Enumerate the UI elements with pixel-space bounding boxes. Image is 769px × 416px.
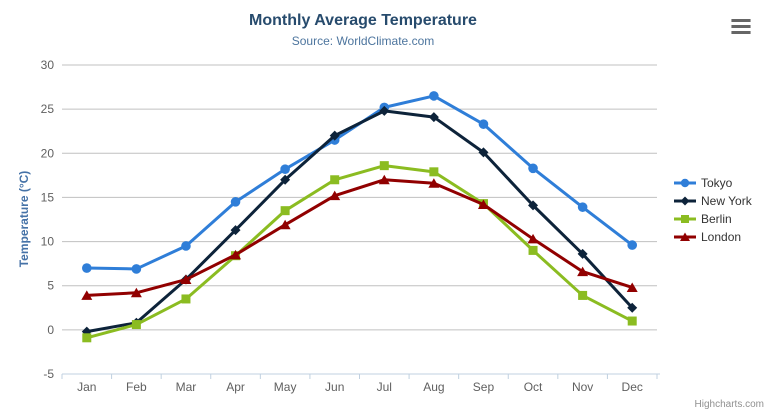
series-tokyo: [81, 91, 638, 274]
legend-label-berlin: Berlin: [701, 211, 732, 226]
data-point-london-feb[interactable]: [130, 287, 142, 298]
x-axis-label-feb: Feb: [126, 380, 147, 394]
legend-item-new-york[interactable]: New York: [674, 193, 752, 208]
y-axis-label: 10: [41, 235, 55, 249]
legend-marker-london: [674, 232, 696, 241]
data-point-new-york-nov[interactable]: [577, 248, 588, 259]
data-point-london-jul[interactable]: [378, 174, 390, 185]
legend-label-london: London: [701, 229, 742, 244]
data-point-berlin-mar[interactable]: [181, 294, 191, 304]
data-point-new-york-aug[interactable]: [428, 112, 439, 123]
data-point-london-dec[interactable]: [626, 282, 638, 292]
x-axis-label-may: May: [274, 380, 297, 394]
series-new-york: [81, 105, 638, 337]
legend-item-london[interactable]: London: [674, 229, 752, 244]
series-london: [81, 174, 638, 300]
data-point-berlin-dec[interactable]: [627, 316, 637, 326]
data-point-new-york-apr[interactable]: [230, 225, 241, 236]
legend-marker-tokyo: [674, 178, 696, 187]
data-point-berlin-nov[interactable]: [578, 290, 588, 300]
x-axis-label-jul: Jul: [377, 380, 392, 394]
series-line-new-york[interactable]: [85, 109, 634, 334]
data-point-london-aug[interactable]: [428, 178, 440, 188]
data-point-tokyo-sep[interactable]: [478, 119, 489, 129]
data-point-tokyo-jan[interactable]: [81, 263, 92, 273]
x-axis-label-sep: Sep: [473, 380, 495, 394]
y-axis-title: Temperature (°C): [17, 170, 31, 268]
data-point-london-mar[interactable]: [180, 274, 192, 285]
data-point-london-apr[interactable]: [230, 249, 242, 260]
x-axis-label-nov: Nov: [572, 380, 593, 394]
y-axis-label: 5: [47, 279, 54, 293]
series-line-london[interactable]: [85, 178, 634, 297]
data-point-tokyo-feb[interactable]: [131, 264, 142, 274]
y-axis-label: 0: [47, 323, 54, 337]
y-axis-label: 25: [41, 102, 55, 116]
y-axis-label: 15: [41, 190, 55, 204]
data-point-new-york-jul[interactable]: [379, 105, 390, 116]
legend-item-berlin[interactable]: Berlin: [674, 211, 752, 226]
data-point-berlin-jan[interactable]: [82, 333, 92, 343]
legend-marker-new-york: [674, 196, 696, 205]
data-point-london-may[interactable]: [279, 219, 291, 230]
y-axis-label: 20: [41, 146, 55, 160]
data-point-tokyo-apr[interactable]: [230, 197, 241, 207]
data-point-berlin-jul[interactable]: [379, 161, 389, 171]
data-point-berlin-may[interactable]: [280, 206, 290, 216]
data-point-london-jan[interactable]: [81, 290, 93, 300]
chart-subtitle: Source: WorldClimate.com: [291, 34, 435, 48]
legend-label-new-york: New York: [701, 193, 752, 208]
legend-label-tokyo: Tokyo: [701, 175, 733, 190]
x-axis-label-mar: Mar: [176, 380, 197, 394]
data-point-new-york-jun[interactable]: [329, 130, 340, 141]
hamburger-menu-icon: [731, 19, 753, 34]
legend-item-tokyo[interactable]: Tokyo: [674, 175, 752, 190]
data-point-berlin-aug[interactable]: [429, 167, 439, 177]
data-point-berlin-feb[interactable]: [131, 320, 141, 330]
data-point-tokyo-may[interactable]: [280, 164, 290, 174]
data-point-berlin-oct[interactable]: [528, 245, 538, 255]
data-point-london-jun[interactable]: [329, 190, 341, 201]
chart-title: Monthly Average Temperature: [249, 12, 477, 29]
data-point-tokyo-dec[interactable]: [627, 240, 638, 250]
data-point-tokyo-nov[interactable]: [577, 202, 588, 212]
x-axis-label-jun: Jun: [325, 380, 344, 394]
export-menu-button[interactable]: [729, 17, 755, 39]
y-axis-label: 30: [41, 58, 55, 72]
x-axis-label-dec: Dec: [622, 380, 643, 394]
data-point-london-sep[interactable]: [477, 199, 489, 209]
data-point-new-york-sep[interactable]: [478, 147, 489, 158]
data-point-tokyo-oct[interactable]: [528, 163, 538, 174]
data-point-new-york-may[interactable]: [280, 174, 291, 185]
legend-marker-berlin: [674, 214, 696, 223]
data-point-new-york-oct[interactable]: [528, 200, 539, 211]
x-axis-label-jan: Jan: [77, 380, 96, 394]
x-axis-label-oct: Oct: [524, 380, 543, 394]
credits-link[interactable]: Highcharts.com: [694, 399, 764, 410]
data-point-berlin-jun[interactable]: [330, 175, 340, 185]
data-point-new-york-dec[interactable]: [627, 302, 638, 313]
legend: Tokyo New York Berlin London: [674, 175, 752, 244]
series-line-berlin[interactable]: [85, 164, 634, 340]
data-point-tokyo-aug[interactable]: [429, 91, 439, 101]
x-axis-label-apr: Apr: [226, 380, 245, 394]
data-point-london-oct[interactable]: [527, 233, 539, 244]
x-axis-label-aug: Aug: [423, 380, 444, 394]
data-point-london-nov[interactable]: [577, 266, 589, 277]
y-axis-label: -5: [43, 367, 54, 381]
data-point-tokyo-mar[interactable]: [181, 241, 191, 251]
